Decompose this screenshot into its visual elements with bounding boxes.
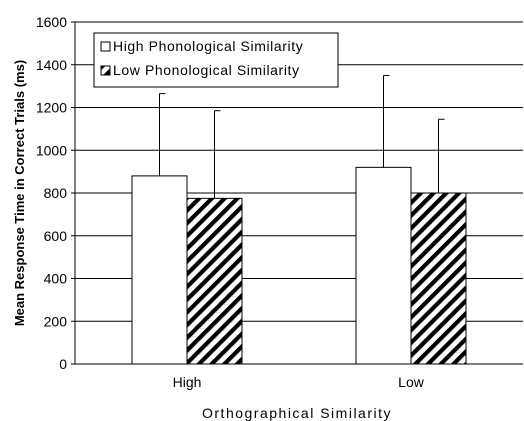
y-tick-label: 1000 <box>36 142 67 158</box>
y-tick-label: 800 <box>44 185 68 201</box>
legend-box <box>93 32 339 88</box>
y-tick-label: 1200 <box>36 100 67 116</box>
y-tick-label: 200 <box>44 313 68 329</box>
y-tick-label: 0 <box>59 356 67 372</box>
x-axis-title: Orthographical Similarity <box>202 405 392 421</box>
y-tick-label: 400 <box>44 271 68 287</box>
y-tick-label: 600 <box>44 228 68 244</box>
legend-swatch-low <box>100 65 111 76</box>
bar-low-phonological-low <box>410 192 467 365</box>
axes: 0 200 400 600 800 1000 1200 1400 1600 High Low <box>36 14 523 390</box>
legend-label-high: High Phonological Similarity <box>113 38 303 54</box>
legend: High Phonological Similarity Low Phonolog… <box>93 32 339 88</box>
y-tick-label: 1600 <box>36 14 67 30</box>
y-axis-title: Mean Response Time in Correct Trials (ms… <box>12 60 27 326</box>
bar-high-phonological-high <box>131 175 188 365</box>
bars <box>131 166 467 365</box>
y-tick-label: 1400 <box>36 57 67 73</box>
x-tick-label-high: High <box>173 374 202 390</box>
bar-high-phonological-low <box>355 166 412 365</box>
legend-swatch-high <box>100 41 111 52</box>
legend-label-low: Low Phonological Similarity <box>113 62 300 78</box>
x-tick-label-low: Low <box>398 374 425 390</box>
error-bars <box>159 74 445 199</box>
bar-low-phonological-high <box>186 197 243 365</box>
